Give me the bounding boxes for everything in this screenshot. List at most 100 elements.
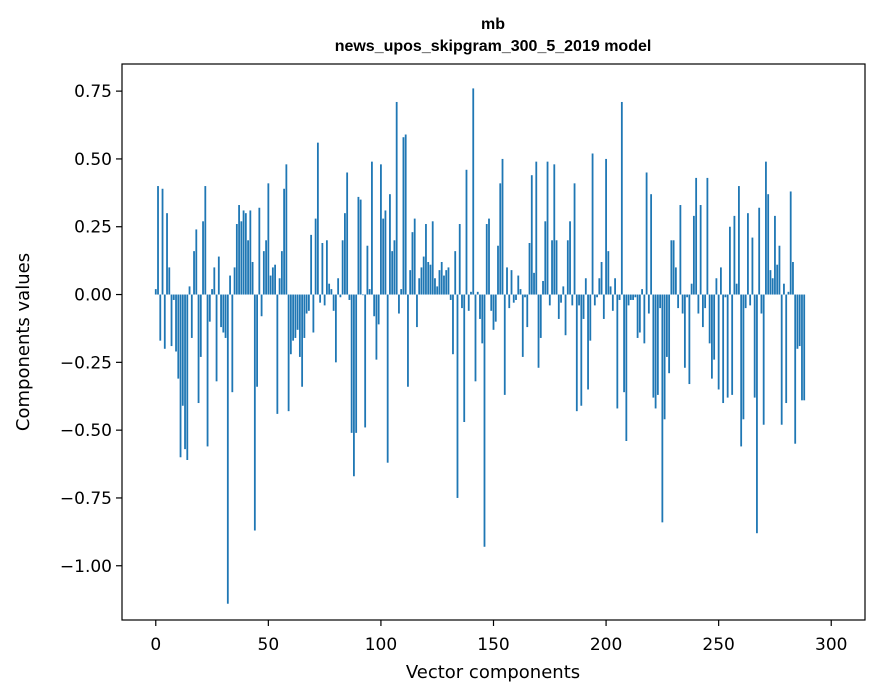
bar bbox=[625, 294, 628, 441]
y-tick-label: 0.00 bbox=[74, 286, 112, 306]
bar bbox=[677, 294, 680, 309]
bar bbox=[226, 294, 229, 604]
y-axis: 0.75 0.50 0.25 0.00 −0.25 −0.50 −0.75 −1.00 bbox=[60, 82, 122, 577]
bar bbox=[375, 294, 378, 360]
bar bbox=[758, 207, 761, 295]
bar bbox=[175, 294, 177, 352]
bar bbox=[325, 240, 328, 295]
bar bbox=[683, 294, 686, 368]
bar bbox=[269, 275, 272, 295]
bar bbox=[708, 294, 711, 344]
bar bbox=[524, 294, 526, 298]
bar bbox=[490, 294, 493, 311]
bar bbox=[373, 294, 376, 317]
bar bbox=[452, 294, 454, 355]
y-tick-label: 0.75 bbox=[74, 82, 112, 102]
x-tick-label: 250 bbox=[702, 635, 734, 655]
bar bbox=[492, 294, 495, 330]
bar bbox=[602, 294, 605, 319]
bar bbox=[539, 294, 542, 338]
bar bbox=[713, 294, 716, 360]
bar bbox=[204, 186, 207, 295]
bar bbox=[517, 275, 520, 295]
bar bbox=[465, 169, 468, 295]
bar bbox=[445, 270, 448, 295]
bar bbox=[386, 294, 389, 463]
bar bbox=[380, 164, 382, 295]
bar bbox=[506, 267, 508, 295]
bar bbox=[656, 294, 659, 395]
bar bbox=[803, 294, 806, 401]
bar bbox=[355, 294, 358, 433]
bar bbox=[400, 289, 403, 295]
bar bbox=[359, 199, 362, 295]
bar bbox=[278, 278, 281, 295]
bar bbox=[609, 286, 612, 295]
bar bbox=[195, 229, 198, 295]
bar bbox=[217, 256, 220, 295]
bar bbox=[440, 261, 443, 295]
bar bbox=[587, 294, 589, 390]
bar bbox=[319, 294, 322, 303]
bar bbox=[323, 294, 326, 306]
bar bbox=[481, 294, 484, 344]
bar bbox=[600, 261, 603, 295]
bar bbox=[188, 286, 191, 295]
bar bbox=[544, 221, 547, 295]
bar bbox=[398, 294, 400, 314]
bar bbox=[744, 294, 747, 309]
bar bbox=[753, 294, 756, 398]
x-tick-label: 300 bbox=[815, 635, 847, 655]
bar bbox=[778, 245, 781, 295]
bar bbox=[258, 207, 261, 295]
bar bbox=[548, 294, 551, 306]
bar bbox=[199, 294, 202, 357]
bar bbox=[389, 194, 391, 295]
bar bbox=[172, 294, 175, 300]
bar bbox=[220, 294, 222, 328]
bar bbox=[449, 294, 452, 300]
bar bbox=[280, 251, 283, 295]
bar bbox=[526, 294, 529, 328]
bar bbox=[186, 294, 189, 460]
bar bbox=[562, 286, 565, 295]
bar bbox=[695, 177, 698, 295]
bar bbox=[794, 294, 797, 444]
bar bbox=[476, 291, 479, 295]
bar bbox=[244, 213, 247, 295]
bar bbox=[161, 188, 164, 295]
bar bbox=[560, 294, 562, 303]
bar bbox=[742, 294, 745, 420]
bar bbox=[614, 278, 616, 295]
bar bbox=[298, 294, 301, 357]
bar bbox=[801, 294, 803, 401]
bar bbox=[170, 294, 173, 347]
bar bbox=[456, 294, 459, 498]
bar bbox=[418, 278, 421, 295]
bar bbox=[364, 294, 367, 428]
bar bbox=[366, 245, 369, 295]
bar bbox=[307, 294, 310, 311]
bar bbox=[629, 294, 632, 300]
bar bbox=[416, 294, 418, 328]
bar bbox=[384, 210, 387, 295]
bar bbox=[222, 294, 225, 333]
bar bbox=[663, 294, 666, 420]
bar bbox=[555, 240, 558, 295]
bar bbox=[508, 294, 511, 309]
bar bbox=[729, 226, 731, 295]
plot-frame bbox=[121, 63, 866, 621]
bar bbox=[785, 294, 788, 404]
bar bbox=[339, 294, 342, 298]
y-tick-label: 0.25 bbox=[74, 218, 112, 238]
bar bbox=[371, 161, 373, 295]
bar bbox=[762, 294, 765, 425]
bar bbox=[771, 278, 774, 295]
y-tick-label: −0.25 bbox=[60, 353, 112, 373]
bar bbox=[294, 294, 297, 338]
bar bbox=[720, 267, 722, 295]
bar bbox=[276, 294, 279, 414]
bar bbox=[274, 264, 276, 295]
bar bbox=[402, 137, 405, 295]
bar bbox=[679, 205, 682, 295]
